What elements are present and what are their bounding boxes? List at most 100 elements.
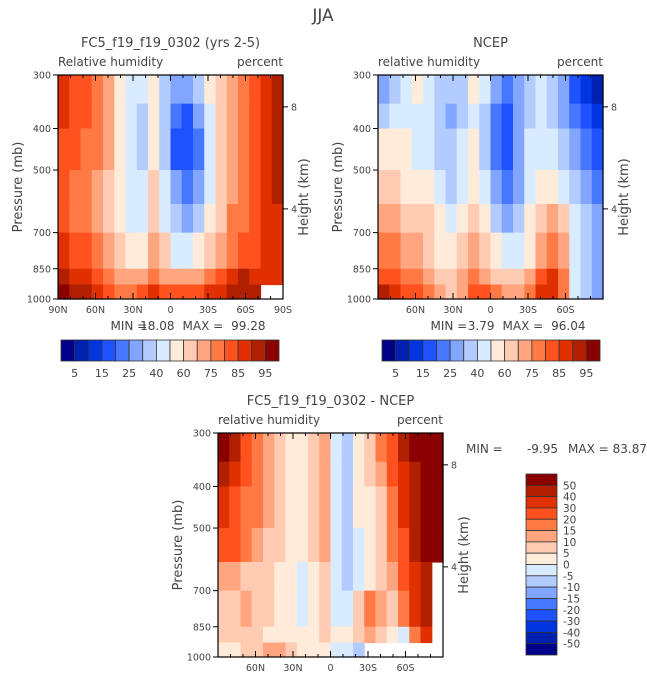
heatmap-cell xyxy=(218,433,230,463)
heatmap-cell xyxy=(411,75,424,105)
heatmap-cell xyxy=(263,626,275,644)
heatmap-cell xyxy=(148,128,160,171)
heatmap-cell xyxy=(423,284,435,300)
heatmap-cell xyxy=(251,486,264,529)
heatmap-cell xyxy=(490,232,503,270)
heatmap-cell xyxy=(204,203,217,234)
heatmap-cell xyxy=(319,528,332,563)
heatmap-cell xyxy=(456,284,469,300)
heatmap-cell xyxy=(468,170,480,205)
heatmap-cell xyxy=(411,103,424,130)
heatmap-cell xyxy=(580,203,593,234)
x-tick-label: 0 xyxy=(167,305,173,316)
heatmap-cell xyxy=(218,642,230,658)
x-tick-label: 30S xyxy=(199,305,217,316)
colorbar: 5 15 25 40 60 75 85 95 xyxy=(60,339,280,380)
colorbar-label: 25 xyxy=(443,367,457,380)
heatmap-cell xyxy=(204,170,217,205)
heatmap-cell xyxy=(558,170,570,205)
heatmap-cell xyxy=(456,232,469,270)
heatmap-cell xyxy=(274,433,287,463)
heatmap-cell xyxy=(229,626,242,644)
heatmap-cell xyxy=(378,170,390,205)
heatmap-cell xyxy=(240,642,253,658)
heatmap-cell xyxy=(215,103,228,130)
heatmap-cell xyxy=(238,75,250,105)
heatmap-cell xyxy=(389,203,402,234)
heatmap-cell xyxy=(271,268,284,286)
heatmap-cell xyxy=(479,203,492,234)
colorbar-swatch xyxy=(142,339,157,362)
heatmap-cell xyxy=(513,203,525,234)
heatmap-cell xyxy=(501,170,514,205)
heatmap-cell xyxy=(193,284,205,300)
heatmap-cell xyxy=(501,128,514,171)
heatmap-cell xyxy=(546,128,559,171)
heatmap-cell xyxy=(260,103,273,130)
heatmap-cell xyxy=(558,128,570,171)
colorbar-label: 75 xyxy=(525,367,539,380)
heatmap-cell xyxy=(285,486,298,529)
subtitle-units: percent xyxy=(557,55,603,69)
heatmap-cell xyxy=(535,170,548,205)
heatmap-cell xyxy=(285,561,298,592)
heatmap-cell xyxy=(411,232,424,270)
heatmap-cell xyxy=(591,128,604,171)
heatmap-cell xyxy=(479,170,492,205)
heatmap-cell xyxy=(434,268,447,286)
heatmap-cell xyxy=(204,128,217,171)
colorbar-swatch xyxy=(525,643,558,656)
heatmap-cell xyxy=(479,128,492,171)
x-tick-label: 60S xyxy=(396,663,414,674)
colorbar-swatch xyxy=(525,609,558,622)
colorbar-label: 40 xyxy=(470,367,484,380)
heatmap-cell xyxy=(238,103,250,130)
heatmap-cell xyxy=(378,203,390,234)
heatmap-cell xyxy=(386,486,399,529)
heatmap-field xyxy=(58,75,284,300)
y-tick-label: 400 xyxy=(353,124,371,135)
heatmap-cell xyxy=(490,284,503,300)
heatmap-cell xyxy=(423,128,435,171)
heatmap-cell xyxy=(58,75,70,105)
heatmap-cell xyxy=(226,284,239,300)
heatmap-cell xyxy=(136,268,149,286)
heatmap-cell xyxy=(215,203,228,234)
heatmap-cell xyxy=(240,561,253,592)
heatmap-cell xyxy=(114,170,127,205)
colorbar-label: 85 xyxy=(231,367,245,380)
heatmap-cell xyxy=(490,170,503,205)
heatmap-cell xyxy=(445,128,458,171)
heatmap-cell xyxy=(445,103,458,130)
heatmap-cell xyxy=(341,590,354,628)
heatmap-cell xyxy=(423,103,435,130)
heatmap-cell xyxy=(251,461,264,488)
heatmap-cell xyxy=(456,268,469,286)
heatmap-cell xyxy=(91,170,104,205)
x-tick-label: 30N xyxy=(123,305,142,316)
heatmap-cell xyxy=(490,203,503,234)
subtitle-units: percent xyxy=(397,413,443,427)
panel-title: FC5_f19_f19_0302 (yrs 2-5) xyxy=(81,36,260,51)
y-tick-label: 500 xyxy=(193,524,211,535)
heatmap-cell xyxy=(411,284,424,300)
heatmap-cell xyxy=(420,561,433,592)
heatmap-cell xyxy=(569,284,582,300)
heatmap-cell xyxy=(423,232,435,270)
heatmap-field xyxy=(218,433,444,658)
heatmap-cell xyxy=(58,268,70,286)
heatmap-cell xyxy=(501,103,514,130)
heatmap-cell xyxy=(434,284,447,300)
heatmap-cell xyxy=(308,528,320,563)
heatmap-cell xyxy=(420,590,433,628)
heatmap-cell xyxy=(285,528,298,563)
heatmap-cell xyxy=(479,103,492,130)
colorbar-swatch xyxy=(381,339,397,362)
heatmap-cell xyxy=(69,284,82,300)
heatmap-cell xyxy=(251,642,264,658)
heatmap-cell xyxy=(296,642,309,658)
subtitle-variable: relative humidity xyxy=(218,413,320,427)
heatmap-cell xyxy=(386,561,399,592)
heatmap-cell xyxy=(353,486,365,529)
x-tick-label: 90S xyxy=(274,305,292,316)
